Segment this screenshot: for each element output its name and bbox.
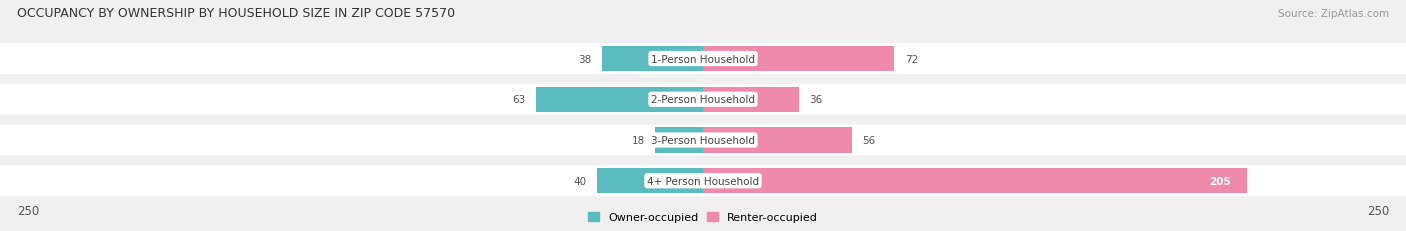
Text: 250: 250	[1367, 204, 1389, 217]
Text: 2-Person Household: 2-Person Household	[651, 95, 755, 105]
Bar	[602, 47, 703, 72]
Legend: Owner-occupied, Renter-occupied: Owner-occupied, Renter-occupied	[583, 207, 823, 227]
Text: 40: 40	[574, 176, 586, 186]
Text: 250: 250	[17, 204, 39, 217]
FancyBboxPatch shape	[0, 44, 1406, 75]
Text: OCCUPANCY BY OWNERSHIP BY HOUSEHOLD SIZE IN ZIP CODE 57570: OCCUPANCY BY OWNERSHIP BY HOUSEHOLD SIZE…	[17, 7, 456, 20]
Text: 18: 18	[631, 135, 644, 145]
Text: 205: 205	[1209, 176, 1230, 186]
Text: 1-Person Household: 1-Person Household	[651, 54, 755, 64]
Text: Source: ZipAtlas.com: Source: ZipAtlas.com	[1278, 9, 1389, 19]
Bar	[655, 128, 703, 153]
FancyBboxPatch shape	[0, 166, 1406, 196]
Bar	[703, 168, 1247, 194]
Bar	[703, 47, 894, 72]
Bar	[703, 87, 799, 112]
Text: 3-Person Household: 3-Person Household	[651, 135, 755, 145]
Bar	[536, 87, 703, 112]
Text: 38: 38	[578, 54, 592, 64]
Bar	[598, 168, 703, 194]
Text: 36: 36	[808, 95, 823, 105]
FancyBboxPatch shape	[0, 84, 1406, 115]
Text: 63: 63	[512, 95, 526, 105]
FancyBboxPatch shape	[0, 125, 1406, 156]
Text: 72: 72	[904, 54, 918, 64]
Text: 56: 56	[862, 135, 876, 145]
Bar	[703, 128, 852, 153]
Text: 4+ Person Household: 4+ Person Household	[647, 176, 759, 186]
